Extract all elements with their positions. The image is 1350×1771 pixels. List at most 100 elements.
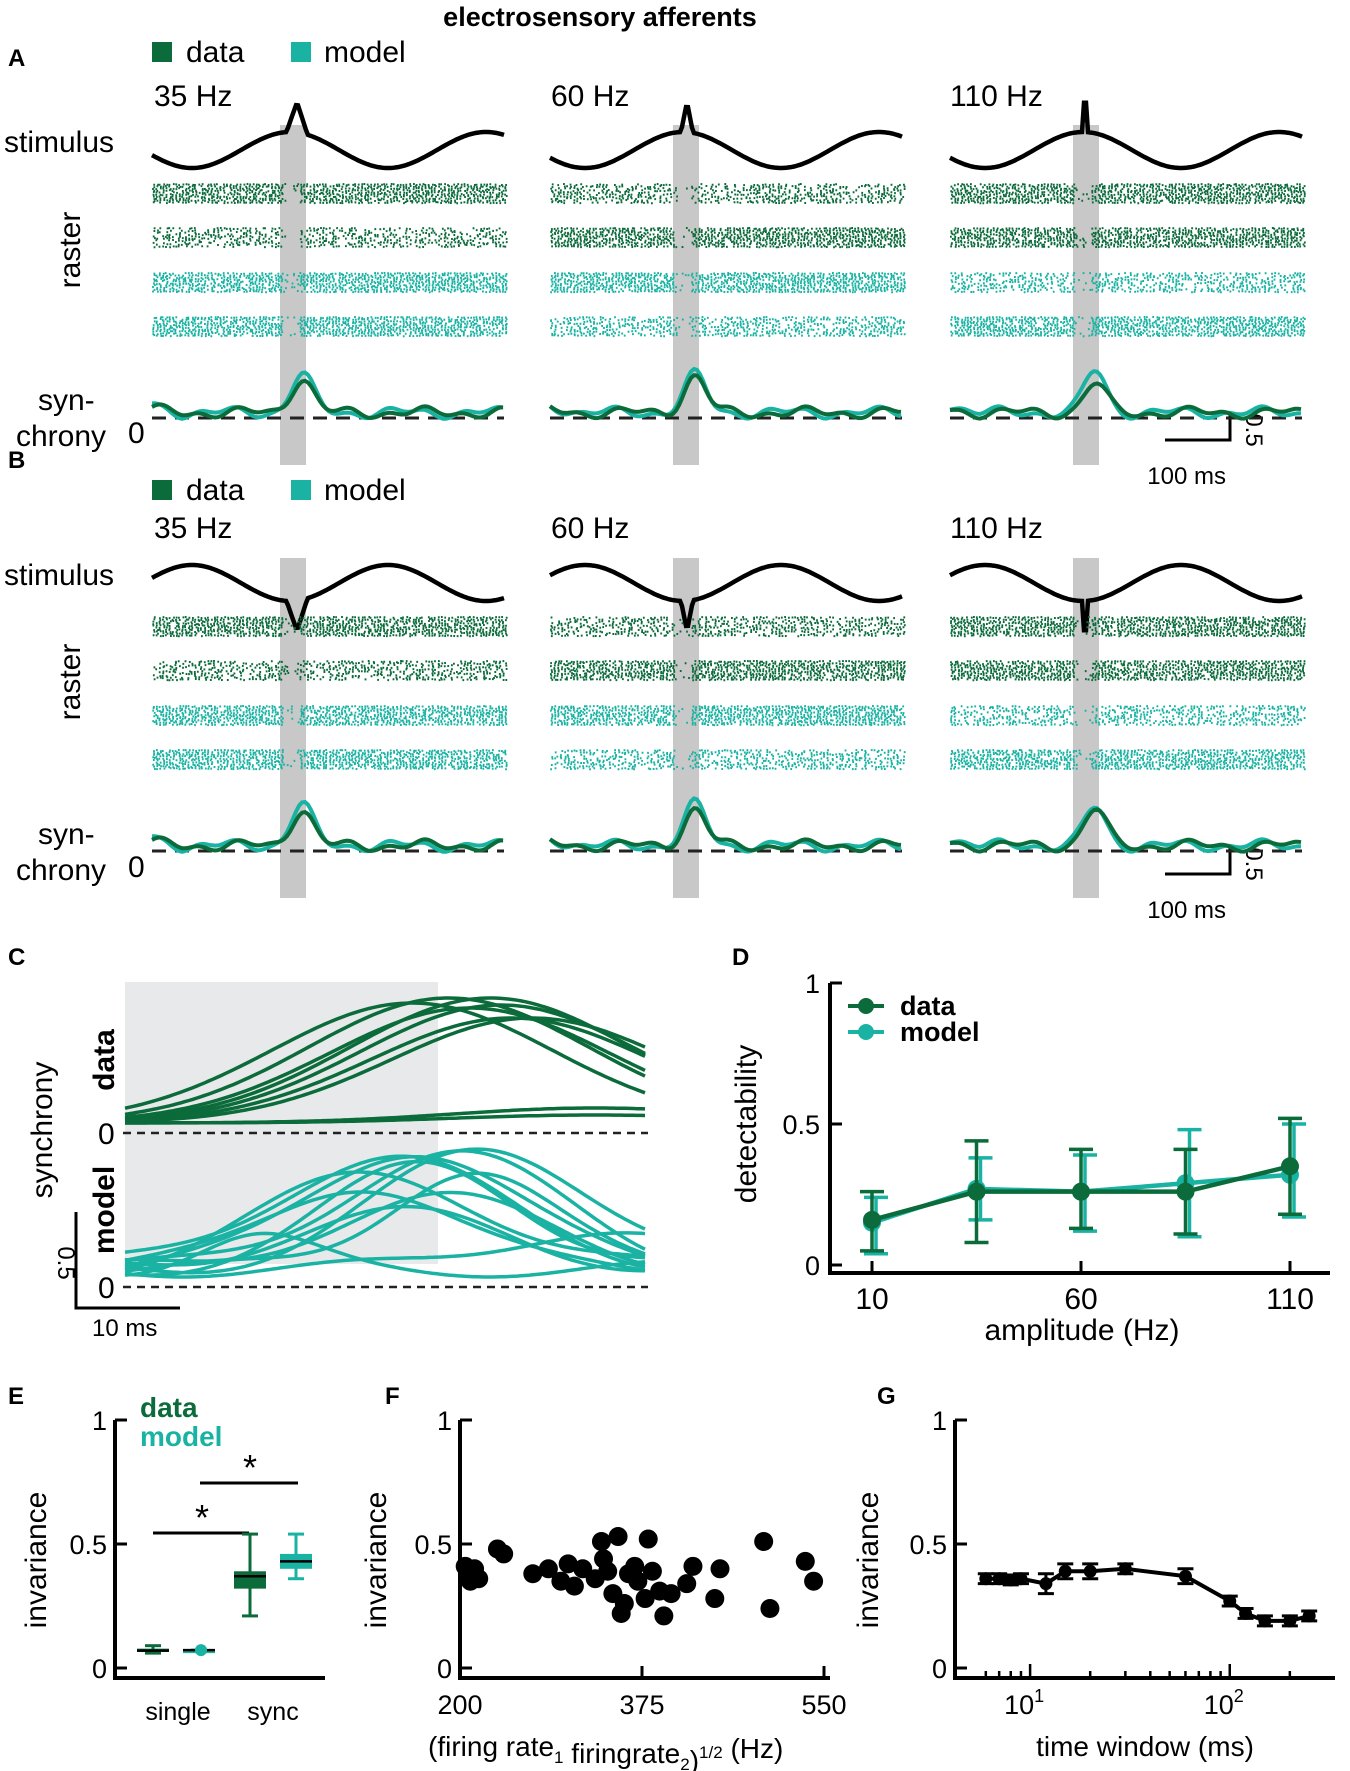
panel-letter-e: E xyxy=(8,1383,24,1410)
raster-spikes xyxy=(951,241,1306,245)
stimulus-trace xyxy=(948,562,1303,633)
raster-spikes xyxy=(152,187,507,191)
raster-spikes xyxy=(551,227,903,231)
raster-spikes xyxy=(550,723,906,727)
frequency-label: 110 Hz xyxy=(950,512,1043,545)
data-point xyxy=(1083,1564,1097,1578)
raster-spikes xyxy=(951,193,1306,197)
raster-spikes xyxy=(153,316,507,320)
legend-a: data model xyxy=(152,36,406,69)
x-tick-exponent: 1 xyxy=(1034,1686,1044,1706)
raster-spikes xyxy=(551,324,895,328)
raster-spikes xyxy=(155,322,508,326)
x-tick-label: sync xyxy=(247,1698,298,1726)
raster-spikes xyxy=(152,622,504,626)
raster-spikes xyxy=(950,767,1306,771)
row-label-syn: syn- xyxy=(38,818,95,851)
raster-spikes xyxy=(550,676,905,680)
raster-spikes xyxy=(153,288,508,292)
scatter-point xyxy=(642,1561,662,1581)
raster-spikes xyxy=(153,189,507,193)
raster-row xyxy=(550,183,906,205)
x-axis-label-part: firingrate xyxy=(564,1738,681,1769)
x-tick-label: 200 xyxy=(437,1690,482,1720)
raster-spikes xyxy=(551,276,902,280)
raster-spikes xyxy=(951,316,1305,320)
raster-row xyxy=(950,749,1306,771)
raster-spikes xyxy=(162,672,505,676)
raster-spikes xyxy=(563,316,895,320)
legend-data-label: data xyxy=(186,474,245,507)
raster-spikes xyxy=(950,719,1303,723)
raster-spikes xyxy=(152,763,508,767)
raster-spikes xyxy=(550,290,905,294)
data-synchrony-trace xyxy=(151,809,504,854)
raster-spikes xyxy=(152,624,507,628)
raster-spikes xyxy=(550,674,905,678)
scatter-point xyxy=(683,1556,703,1576)
scatter-point xyxy=(625,1556,645,1576)
panel-a-column: 35 Hz xyxy=(150,80,508,465)
raster-spikes xyxy=(155,723,508,727)
x-axis-label-part: 2 xyxy=(680,1755,689,1771)
legend-b: data model xyxy=(152,474,406,507)
raster-spikes xyxy=(550,229,904,233)
raster-spikes xyxy=(153,678,508,682)
raster-spikes xyxy=(950,765,1305,769)
raster-spikes xyxy=(950,622,1306,626)
raster-row xyxy=(152,660,508,682)
raster-spikes xyxy=(553,195,905,199)
y-tick-label: 0 xyxy=(932,1654,947,1684)
model-synchrony-trace xyxy=(151,370,504,421)
panel-a-column: 110 Hz xyxy=(948,80,1306,465)
raster-spikes xyxy=(953,239,1302,243)
raster-spikes xyxy=(153,721,507,725)
raster-spikes xyxy=(166,233,506,237)
raster-spikes xyxy=(550,187,906,191)
data-point xyxy=(1178,1569,1192,1583)
raster-spikes xyxy=(561,749,902,753)
stimulus-window xyxy=(673,558,699,898)
raster-spikes xyxy=(953,183,1301,187)
raster-spikes xyxy=(555,660,906,664)
raster-spikes xyxy=(153,227,501,231)
raster-spikes xyxy=(550,197,903,201)
raster-spikes xyxy=(551,334,892,338)
raster-spikes xyxy=(550,239,905,243)
panel-letter-c: C xyxy=(8,944,25,971)
stimulus-trace xyxy=(548,562,903,629)
raster-spikes xyxy=(551,757,899,761)
scatter-point xyxy=(608,1527,628,1547)
model-trace xyxy=(124,1170,646,1272)
raster-spikes xyxy=(951,763,1302,767)
box-single-model xyxy=(183,1644,215,1657)
raster-spikes xyxy=(152,290,507,294)
y-tick-label: 0 xyxy=(805,1251,820,1281)
raster-row xyxy=(550,616,906,638)
raster-spikes xyxy=(154,767,507,771)
raster-spikes xyxy=(551,282,906,286)
raster-spikes xyxy=(152,326,508,330)
x-tick-label: 375 xyxy=(619,1690,664,1720)
raster-spikes xyxy=(951,707,1306,711)
legend-swatch-model xyxy=(291,480,311,500)
x-tick-label: 10 xyxy=(855,1283,888,1316)
raster-spikes xyxy=(953,676,1303,680)
panel-c: synchrony data model 0 0 0.5 10 ms xyxy=(26,982,648,1342)
raster-spikes xyxy=(153,618,507,622)
model-trace xyxy=(124,1159,646,1277)
raster-spikes xyxy=(152,201,507,205)
raster-spikes xyxy=(155,713,507,717)
raster-row xyxy=(550,227,906,249)
raster-spikes xyxy=(563,765,895,769)
y-tick-label: 0.5 xyxy=(414,1530,452,1560)
raster-spikes xyxy=(954,199,1305,203)
raster-spikes xyxy=(950,624,1306,628)
data-synchrony-trace xyxy=(548,373,902,421)
raster-spikes xyxy=(951,662,1306,666)
raster-spikes xyxy=(550,274,905,278)
raster-spikes xyxy=(951,626,1305,630)
raster-spikes xyxy=(563,759,905,763)
